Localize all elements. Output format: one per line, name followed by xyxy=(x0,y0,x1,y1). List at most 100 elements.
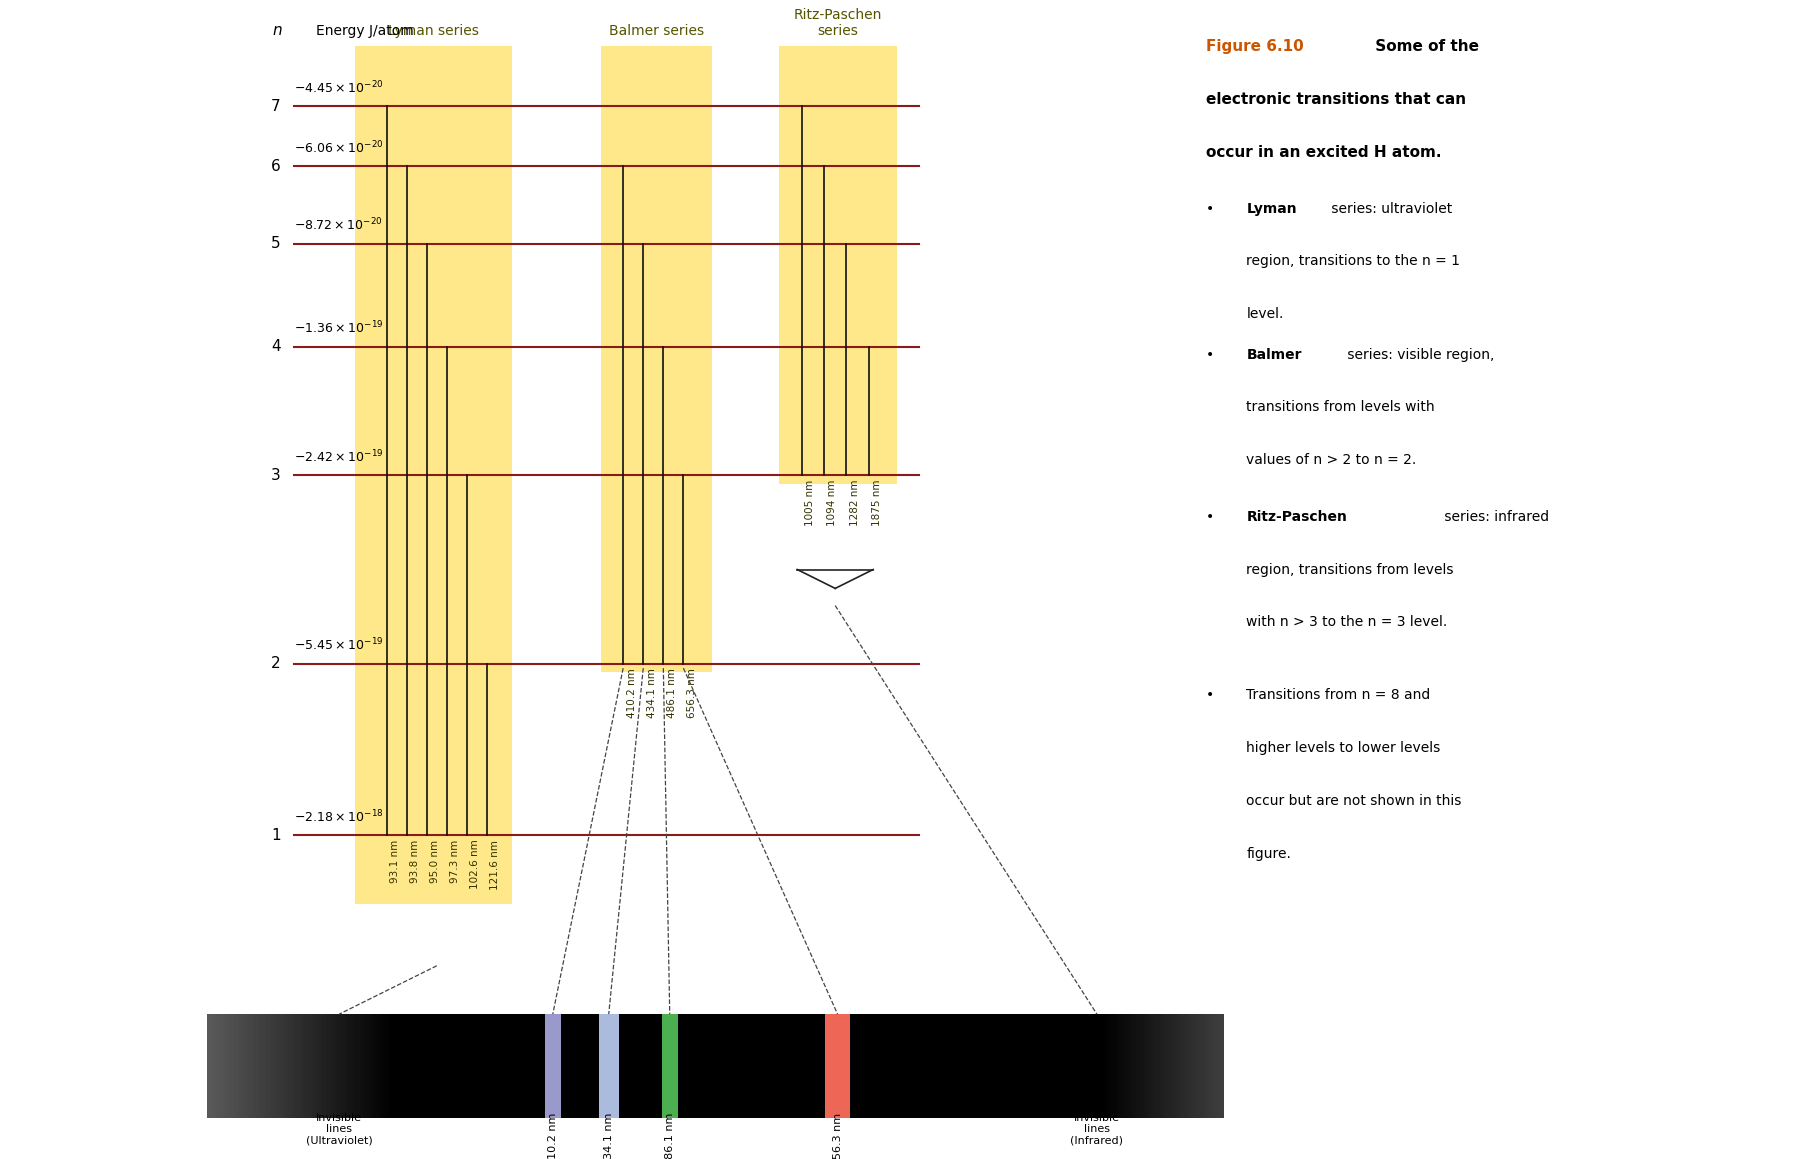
Bar xyxy=(553,1014,558,1118)
Bar xyxy=(1120,1014,1123,1118)
Bar xyxy=(1193,1014,1197,1118)
Bar xyxy=(383,1014,387,1118)
Bar xyxy=(655,1014,659,1118)
Bar xyxy=(1204,1014,1208,1118)
Bar xyxy=(614,1014,617,1118)
Bar xyxy=(254,1014,259,1118)
Text: $-8.72 \times 10^{-20}$: $-8.72 \times 10^{-20}$ xyxy=(293,217,383,233)
Text: Some of the: Some of the xyxy=(1370,39,1480,54)
Bar xyxy=(661,1014,666,1118)
Bar xyxy=(848,1014,851,1118)
Bar xyxy=(288,1014,293,1118)
Bar xyxy=(583,1014,587,1118)
Bar xyxy=(733,1014,736,1118)
Bar xyxy=(410,1014,414,1118)
Text: 410.2 nm: 410.2 nm xyxy=(626,668,637,717)
Bar xyxy=(211,1014,214,1118)
Bar xyxy=(275,1014,279,1118)
Text: 1875 nm: 1875 nm xyxy=(871,480,882,526)
Text: occur in an excited H atom.: occur in an excited H atom. xyxy=(1206,145,1442,160)
Bar xyxy=(396,1014,401,1118)
Text: electronic transitions that can: electronic transitions that can xyxy=(1206,92,1467,107)
Text: 410.2 nm: 410.2 nm xyxy=(547,1113,558,1159)
Bar xyxy=(1062,1014,1066,1118)
Text: n: n xyxy=(272,23,283,38)
Bar xyxy=(695,1014,700,1118)
Bar xyxy=(1123,1014,1127,1118)
Bar xyxy=(617,1014,621,1118)
Text: series: visible region,: series: visible region, xyxy=(1343,348,1494,362)
Bar xyxy=(1208,1014,1211,1118)
Text: Invisible
lines
(Ultraviolet): Invisible lines (Ultraviolet) xyxy=(306,1113,373,1146)
Bar xyxy=(668,1014,673,1118)
Bar xyxy=(414,1014,418,1118)
Bar xyxy=(499,1014,502,1118)
Bar xyxy=(506,1014,509,1118)
Bar xyxy=(590,1014,594,1118)
Text: •: • xyxy=(1206,688,1215,702)
Bar xyxy=(932,1014,936,1118)
Bar xyxy=(974,1014,977,1118)
Bar xyxy=(1190,1014,1195,1118)
Bar xyxy=(394,1014,398,1118)
Bar xyxy=(864,1014,869,1118)
Bar xyxy=(963,1014,967,1118)
Bar xyxy=(909,1014,913,1118)
Bar xyxy=(749,1014,754,1118)
Text: series: infrared: series: infrared xyxy=(1440,510,1550,524)
Text: 4: 4 xyxy=(272,340,281,353)
Bar xyxy=(1044,1014,1049,1118)
Bar xyxy=(1075,1014,1080,1118)
Text: Energy J/atom: Energy J/atom xyxy=(317,24,414,38)
Bar xyxy=(814,1014,819,1118)
Bar xyxy=(207,1014,211,1118)
Bar xyxy=(967,1014,970,1118)
Bar xyxy=(272,1014,275,1118)
Bar xyxy=(756,1014,761,1118)
Bar xyxy=(360,1014,364,1118)
Bar xyxy=(828,1014,832,1118)
Bar xyxy=(518,1014,524,1118)
Bar xyxy=(1048,1014,1053,1118)
Bar xyxy=(698,1014,704,1118)
Bar xyxy=(1024,1014,1028,1118)
Text: with n > 3 to the n = 3 level.: with n > 3 to the n = 3 level. xyxy=(1246,615,1447,629)
Bar xyxy=(400,1014,405,1118)
Text: Lyman series: Lyman series xyxy=(389,24,479,38)
Bar xyxy=(671,1014,675,1118)
Text: $-2.18 \times 10^{-18}$: $-2.18 \times 10^{-18}$ xyxy=(293,809,383,825)
Bar xyxy=(1174,1014,1177,1118)
Bar xyxy=(479,1014,482,1118)
Text: 1: 1 xyxy=(272,828,281,843)
Bar xyxy=(625,1014,628,1118)
Bar xyxy=(729,1014,733,1118)
Bar xyxy=(740,1014,743,1118)
Text: region, transitions to the n = 1: region, transitions to the n = 1 xyxy=(1246,254,1460,269)
Bar xyxy=(648,1014,652,1118)
Bar xyxy=(922,1014,927,1118)
Bar xyxy=(329,1014,333,1118)
Bar xyxy=(250,1014,256,1118)
Bar xyxy=(311,1014,317,1118)
Bar xyxy=(736,1014,740,1118)
Bar xyxy=(563,1014,567,1118)
Bar xyxy=(1058,1014,1062,1118)
Bar xyxy=(227,1014,232,1118)
Bar xyxy=(1136,1014,1139,1118)
Bar xyxy=(284,1014,290,1118)
Bar xyxy=(1125,1014,1130,1118)
Bar xyxy=(1105,1014,1111,1118)
Bar xyxy=(556,1014,560,1118)
Bar xyxy=(295,1014,299,1118)
Bar xyxy=(891,1014,896,1118)
Bar xyxy=(495,1014,500,1118)
Bar xyxy=(1170,1014,1174,1118)
Bar xyxy=(743,1014,747,1118)
Bar xyxy=(664,1014,670,1118)
Bar xyxy=(549,1014,554,1118)
Bar xyxy=(657,1014,662,1118)
Bar xyxy=(533,1014,536,1118)
Bar xyxy=(1004,1014,1008,1118)
Text: 486.1 nm: 486.1 nm xyxy=(666,668,677,719)
Bar xyxy=(601,46,713,672)
